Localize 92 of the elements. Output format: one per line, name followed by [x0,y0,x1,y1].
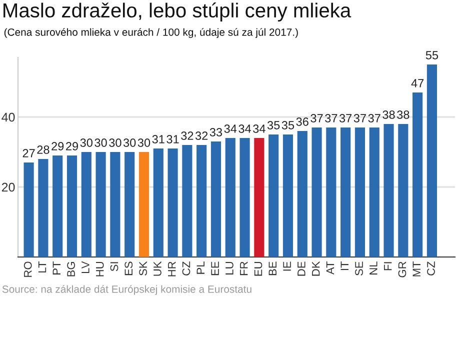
data-label: 37 [325,114,338,122]
x-tick-label: HU [96,262,104,276]
data-label: 30 [123,138,136,147]
x-tick-label: MT [412,261,420,276]
x-tick-label: LT [38,261,46,272]
data-label: 36 [296,118,308,126]
data-label: 29 [66,142,78,150]
data-label: 32 [195,132,208,140]
data-label: 30 [94,138,107,147]
bar [52,156,63,257]
bar [66,156,78,257]
x-tick-label: UK [154,261,162,276]
data-label: 30 [80,138,92,147]
bar [254,138,264,257]
data-label: 34 [238,124,251,133]
x-tick-label: BE [268,262,276,276]
bar [81,152,92,257]
bar [24,162,34,257]
x-tick-label: EE [211,262,219,276]
x-tick-label: SK [139,261,147,276]
x-tick-label: DK [312,261,320,276]
data-label: 38 [382,110,395,119]
bar [196,145,207,257]
bar [312,128,322,257]
data-label: 37 [339,114,352,122]
x-tick-label: IE [283,262,291,271]
x-tick-label: NL [370,262,378,274]
data-label: 30 [138,138,150,147]
x-tick-label: LU [226,262,234,274]
source-note: Source: na základe dát Európskej komisie a Eurostatu [2,285,252,295]
x-tick-label: CZ [182,262,190,276]
x-tick-label: GR [398,262,406,278]
bar [354,128,366,257]
x-tick-label: PL [196,262,204,274]
bar [210,142,222,257]
x-tick-label: CZ [427,262,435,276]
bar [240,138,250,257]
x-tick-label: HR [168,262,176,276]
x-tick-label: PT [52,261,60,274]
bar [168,148,178,257]
bar [426,64,437,257]
data-label: 37 [368,114,380,122]
bar [38,159,48,257]
y-tick-label: 40 [2,112,15,122]
x-tick-label: IT [340,261,348,270]
data-label: 34 [253,124,266,133]
data-label: 30 [109,138,122,147]
x-tick-label: FR [240,262,248,276]
x-tick-label: SE [355,262,363,276]
bar [369,128,380,257]
x-tick-label: BG [67,262,75,276]
data-label: 33 [210,128,222,136]
data-label: 27 [22,149,35,158]
y-tick-label: 20 [2,182,15,192]
bar [326,128,336,257]
data-label: 34 [224,124,237,133]
bar [297,131,308,257]
data-label: 31 [166,135,179,144]
x-tick-label: DE [298,262,306,276]
bar [340,128,351,257]
bar [110,152,120,257]
x-tick-label: RO [24,262,32,277]
data-label: 38 [397,110,410,119]
x-tick-label: SI [110,262,118,272]
bar [282,134,294,257]
data-label: 37 [354,114,366,122]
data-label: 47 [411,79,424,88]
bar [412,92,423,257]
x-tick-label: FI [384,262,392,270]
data-label: 35 [267,121,280,130]
bar [153,148,164,257]
x-tick-label: AT [326,261,334,275]
bar [138,152,150,257]
bar [398,124,408,257]
data-label: 28 [37,146,50,154]
bar [96,152,106,257]
bar [225,138,236,257]
data-label: 32 [181,132,194,140]
data-label: 31 [152,135,164,144]
chart-subtitle: (Cena surového mlieka v eurách / 100 kg, údaje sú za júl 2017.) [4,28,298,38]
data-label: 29 [52,142,64,150]
data-label: 37 [310,114,323,122]
bar [182,145,192,257]
data-label: 55 [426,51,438,60]
x-tick-label: LV [82,261,90,274]
chart-title: Maslo zdraželo, lebo stúpli ceny mlieka [4,2,352,22]
x-tick-label: EU [254,262,262,276]
bar [268,134,279,257]
data-label: 35 [282,121,294,130]
bar [124,152,135,257]
bar [384,124,394,257]
x-tick-label: ES [124,262,133,276]
